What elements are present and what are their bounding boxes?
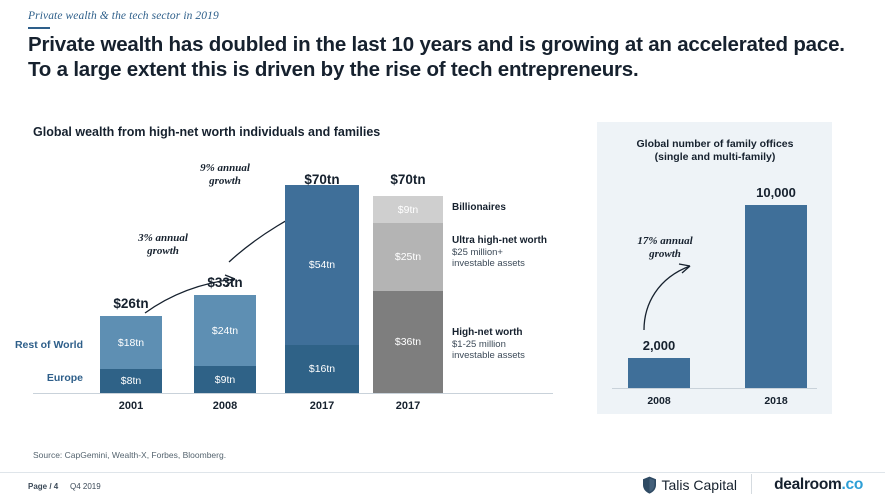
legend-sub2: investable assets <box>452 350 525 361</box>
bar-group-2001: $18tn $8tn <box>100 316 162 393</box>
source-note: Source: CapGemini, Wealth-X, Forbes, Blo… <box>33 450 227 460</box>
annotation-9pct-line1: 9% annual <box>200 162 250 174</box>
legend-sub2: investable assets <box>452 258 525 269</box>
main-chart-axis <box>33 393 553 394</box>
legend-item-ultra-high-net-worth: Ultra high-net worth $25 million+ invest… <box>452 235 562 269</box>
growth-arrow-2001-2008 <box>144 274 236 314</box>
bar-segment-label: $25tn <box>394 251 422 263</box>
panel-category-2018: 2018 <box>764 395 788 407</box>
annotation-3pct-line2: growth <box>147 245 179 257</box>
bar-segment-2017-ultra-high-net-worth: $25tn <box>373 223 443 291</box>
bar-segment-label: $9tn <box>397 203 419 216</box>
panel-annotation-line1: 17% annual <box>637 235 693 247</box>
legend-sub1: $1-25 million <box>452 339 506 350</box>
row-label-europe: Europe <box>46 372 83 384</box>
bar-total-2017-region: $70tn <box>304 172 340 187</box>
annotation-9pct-line2: growth <box>209 175 241 187</box>
dealroom-logo: dealroom.co <box>774 476 863 494</box>
dealroom-suffix: .co <box>841 476 864 493</box>
page-title: Private wealth has doubled in the last 1… <box>28 33 845 81</box>
main-chart-title: Global wealth from high-net worth indivi… <box>33 125 381 139</box>
panel-bar-2008 <box>628 358 690 388</box>
legend-item-billionaires: Billionaires <box>452 202 557 214</box>
category-label-2017-bands: 2017 <box>395 400 421 412</box>
category-label-2017-region: 2017 <box>309 400 335 412</box>
bar-total-2001: $26tn <box>113 296 149 311</box>
annotation-3pct: 3% annual growth <box>118 232 208 258</box>
annotation-3pct-line1: 3% annual <box>138 232 188 244</box>
bar-segment-2001-rest-of-world: $18tn <box>100 316 162 369</box>
footer-divider <box>0 472 885 473</box>
panel-annotation-line2: growth <box>649 248 681 260</box>
bar-segment-label: $16tn <box>308 363 336 375</box>
panel-growth-arrow <box>643 263 691 331</box>
bar-total-2017-bands: $70tn <box>390 172 426 187</box>
bar-segment-2017-billionaires: $9tn <box>373 196 443 223</box>
footer-logo-divider <box>751 474 752 494</box>
eyebrow-rule <box>28 27 50 29</box>
bar-segment-2008-europe: $9tn <box>194 366 256 393</box>
panel-bar-label-2008: 2,000 <box>642 338 676 353</box>
category-label-2001: 2001 <box>118 400 144 412</box>
panel-bar-label-2018: 10,000 <box>756 185 796 200</box>
bar-segment-label: $54tn <box>308 259 336 271</box>
annotation-9pct: 9% annual growth <box>180 162 270 188</box>
bar-total-2008: $33tn <box>207 275 243 290</box>
legend-title: Billionaires <box>452 202 506 213</box>
panel-title: Global number of family offices (single … <box>605 138 825 164</box>
dealroom-text: dealroom <box>774 476 842 493</box>
talis-capital-logo: Talis Capital <box>642 476 737 494</box>
legend-sub1: $25 million+ <box>452 247 503 258</box>
page-number: Page / 4 <box>28 482 59 491</box>
panel-annotation: 17% annual growth <box>620 235 710 261</box>
row-label-rest-of-world: Rest of World <box>14 339 83 351</box>
legend-item-high-net-worth: High-net worth $1-25 million investable … <box>452 327 562 361</box>
bar-group-2008: $24tn $9tn <box>194 295 256 393</box>
shield-icon <box>642 476 656 494</box>
panel-title-line2: (single and multi-family) <box>654 151 776 163</box>
legend-title: Ultra high-net worth <box>452 235 547 246</box>
talis-capital-text: Talis Capital <box>661 477 737 493</box>
bar-group-2017-region: $54tn $16tn <box>285 185 359 393</box>
bar-segment-2017-rest-of-world: $54tn <box>285 185 359 345</box>
panel-bar-2018 <box>745 205 807 388</box>
panel-title-line1: Global number of family offices <box>636 138 794 150</box>
panel-chart-axis <box>612 388 817 389</box>
category-label-2008: 2008 <box>212 400 238 412</box>
bar-segment-label: $9tn <box>214 373 236 386</box>
panel-category-2008: 2008 <box>647 395 671 407</box>
bar-segment-label: $18tn <box>117 336 145 349</box>
bar-segment-2017-high-net-worth: $36tn <box>373 291 443 393</box>
eyebrow-text: Private wealth & the tech sector in 2019 <box>28 10 219 22</box>
quarter-label: Q4 2019 <box>70 482 101 491</box>
bar-segment-label: $8tn <box>120 375 142 387</box>
bar-group-2017-bands: $9tn $25tn $36tn <box>373 196 443 393</box>
bar-segment-label: $36tn <box>394 336 422 348</box>
bar-segment-2017-europe: $16tn <box>285 345 359 393</box>
legend-title: High-net worth <box>452 327 523 338</box>
bar-segment-label: $24tn <box>211 324 239 337</box>
bar-segment-2008-rest-of-world: $24tn <box>194 295 256 366</box>
bar-segment-2001-europe: $8tn <box>100 369 162 393</box>
